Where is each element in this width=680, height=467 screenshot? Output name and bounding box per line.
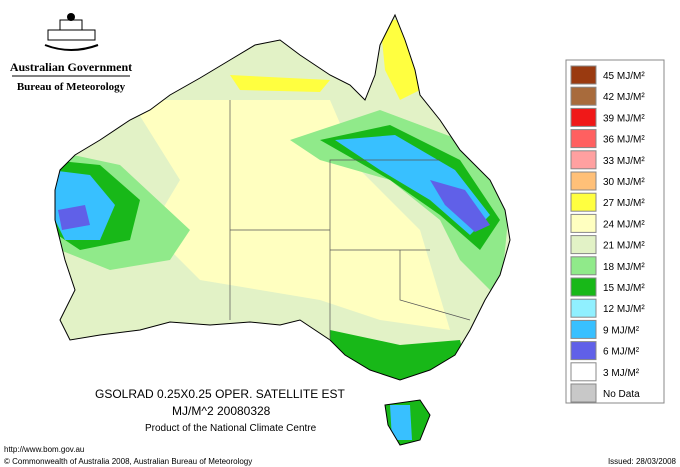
government: Australian Government: [10, 60, 132, 74]
product: GSOLRAD 0.25X0.25 OPER. SATELLITE EST: [95, 387, 346, 401]
legend-swatch: [570, 319, 597, 339]
legend-label: 39 MJ/M²: [603, 113, 645, 124]
legend-label: 9 MJ/M²: [603, 325, 640, 336]
legend-swatch: [570, 150, 597, 170]
legend-label: 24 MJ/M²: [603, 219, 645, 230]
legend-label: 15 MJ/M²: [603, 283, 645, 294]
legend-swatch: [570, 235, 597, 255]
map-region: [58, 205, 90, 230]
centre: Product of the National Climate Centre: [145, 423, 317, 434]
bureau: Bureau of Meteorology: [17, 81, 126, 93]
crest: [44, 13, 99, 51]
legend-swatch: [570, 171, 597, 191]
legend-swatch: [570, 107, 597, 127]
legend-swatch: [570, 86, 597, 106]
legend-label: 42 MJ/M²: [603, 92, 645, 103]
legend-label: 30 MJ/M²: [603, 177, 645, 188]
legend-label: 18 MJ/M²: [603, 262, 645, 273]
issued: Issued: 28/03/2008: [608, 457, 677, 466]
legend-swatch: [570, 383, 597, 403]
copyright: © Commonwealth of Australia 2008, Austra…: [4, 457, 252, 466]
legend-swatch: [570, 192, 597, 212]
legend-swatch: [570, 298, 597, 318]
legend-label: No Data: [603, 389, 640, 400]
legend-label: 45 MJ/M²: [603, 71, 645, 82]
legend-swatch: [570, 341, 597, 361]
legend-swatch: [570, 277, 597, 297]
legend-label: 6 MJ/M²: [603, 347, 640, 358]
legend: 45 MJ/M² 42 MJ/M² 39 MJ/M² 36 MJ/M² 33 MJ/M²…: [570, 65, 645, 403]
legend-label: 33 MJ/M²: [603, 156, 645, 167]
map-region: [390, 405, 412, 440]
legend-swatch: [570, 129, 597, 149]
url: http://www.bom.gov.au: [4, 445, 84, 454]
units-date: MJ/M^2 20080328: [172, 404, 271, 418]
legend-label: 12 MJ/M²: [603, 304, 645, 315]
legend-label: 3 MJ/M²: [603, 368, 640, 379]
coastline: [54, 13, 511, 446]
map-region: [130, 100, 450, 330]
legend-label: 36 MJ/M²: [603, 135, 645, 146]
legend-swatch: [570, 256, 597, 276]
legend-swatch: [570, 362, 597, 382]
legend-swatch: [570, 65, 597, 85]
state-borders: [229, 100, 471, 340]
map-region: [430, 180, 490, 232]
legend-label: 21 MJ/M²: [603, 241, 645, 252]
legend-label: 27 MJ/M²: [603, 198, 645, 209]
legend-swatch: [570, 213, 597, 233]
map-region: [230, 20, 420, 100]
